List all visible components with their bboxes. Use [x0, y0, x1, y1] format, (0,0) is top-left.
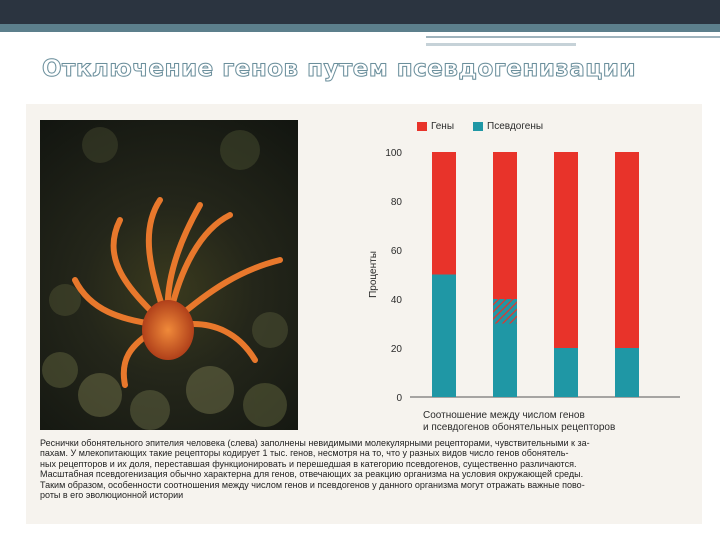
- chart-caption-line-2: и псевдогенов обонятельных рецепторов: [423, 422, 616, 433]
- header-accent-line: [426, 36, 720, 38]
- bar-pseudogenes-2: [493, 323, 517, 397]
- y-tick-label-60: 60: [391, 246, 403, 257]
- olfactory-cilia-photo: [40, 120, 298, 430]
- legend-swatch-pseudogenes: [473, 122, 483, 131]
- figure-caption-line-4: Масштабная псевдогенизация обычно характ…: [40, 469, 584, 480]
- figure-caption-line-5: Таким образом, особенности соотношения м…: [40, 479, 585, 490]
- figure-caption-line-1: Реснички обонятельного эпителия человека…: [40, 438, 590, 448]
- legend-label-pseudogenes: Псевдогены: [487, 121, 544, 132]
- figure-caption: Реснички обонятельного эпителия человека…: [40, 438, 700, 500]
- slide-header-bar: [0, 0, 720, 24]
- bar-pseudogenes-4: [615, 348, 639, 397]
- legend-label-genes: Гены: [431, 121, 455, 132]
- bar-genes-1: [432, 152, 456, 275]
- y-tick-label-100: 100: [385, 148, 402, 159]
- gene-pseudogene-chart: 0 20 40 60 80 100 Проценты: [368, 148, 680, 404]
- y-tick-label-40: 40: [391, 295, 403, 306]
- figure-caption-line-3: ных рецепторов и их доля, переставшая фу…: [40, 458, 577, 469]
- figure-caption-line-6: роты в его эволюционной истории: [40, 490, 184, 501]
- bar-hatched-segment-2: [493, 299, 517, 324]
- bar-genes-4: [615, 152, 639, 348]
- slide-header-stripe: [0, 24, 720, 32]
- y-tick-label-20: 20: [391, 344, 403, 355]
- slide-title: Отключение генов путем псевдогенизации: [42, 56, 637, 83]
- bar-pseudogenes-3: [554, 348, 578, 397]
- bar-pseudogenes-1: [432, 274, 456, 397]
- y-axis-label: Проценты: [368, 251, 379, 298]
- olfactory-cilia-illustration: [42, 127, 288, 430]
- bar-genes-3: [554, 152, 578, 348]
- figure-caption-line-2: пахам. У млекопитающих такие рецепторы к…: [40, 448, 569, 459]
- y-tick-label-0: 0: [396, 393, 402, 404]
- legend-swatch-genes: [417, 122, 427, 131]
- y-tick-label-80: 80: [391, 197, 403, 208]
- chart-caption: Соотношение между числом генов и псевдог…: [423, 410, 615, 434]
- bar-genes-2: [493, 152, 517, 324]
- header-accent-line-short: [426, 43, 576, 46]
- chart-caption-line-1: Соотношение между числом генов: [423, 410, 585, 421]
